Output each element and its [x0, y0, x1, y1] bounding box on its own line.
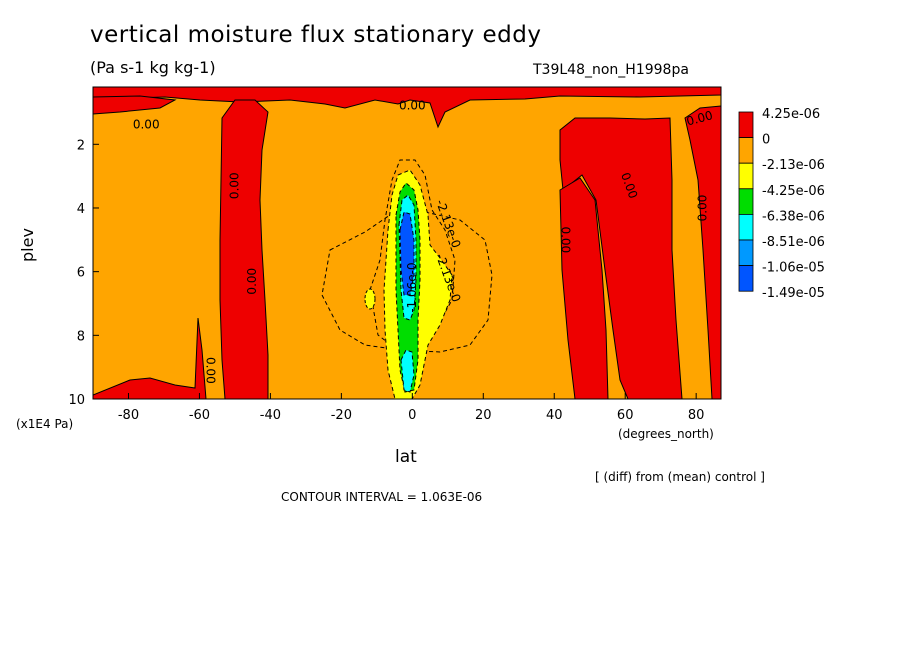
x-axis-ticks: -80 -60 -40 -20 0 20 40 60 80: [118, 393, 705, 423]
x-tick-label: 20: [475, 408, 492, 423]
x-tick-label: -40: [260, 408, 281, 423]
y-tick-label: 8: [77, 329, 85, 344]
contour-label: 0.00: [399, 99, 426, 113]
neg-region-blue: [399, 211, 415, 296]
positive-region-top: [93, 87, 721, 129]
legend-label: -2.13e-06: [762, 158, 825, 173]
legend-label: 4.25e-06: [762, 107, 820, 122]
contour-label: 0.00: [227, 172, 241, 199]
difference-note: [ (diff) from (mean) control ]: [595, 470, 765, 484]
dashed-contour-outer: [321, 211, 493, 353]
x-axis-units: (degrees_north): [618, 427, 714, 441]
legend-swatch: [738, 265, 754, 292]
x-tick-label: 40: [546, 408, 563, 423]
x-tick-label: -80: [118, 408, 139, 423]
contour-label: 0.00: [558, 226, 572, 253]
chart-subtitle: (Pa s-1 kg kg-1): [90, 58, 216, 77]
positive-region-south-spike: [93, 317, 207, 399]
positive-region-south-wall: [219, 99, 269, 399]
legend-label: 0: [762, 133, 770, 148]
neg-region-cyan-low: [400, 349, 415, 393]
legend-swatch: [738, 137, 754, 164]
y-tick-label: 2: [77, 138, 85, 153]
legend-label: -1.06e-05: [762, 261, 825, 276]
y-tick-label: 10: [68, 393, 85, 408]
legend-swatch: [738, 239, 754, 267]
positive-region-top-left-bump: [93, 95, 177, 115]
legend-label: -8.51e-06: [762, 235, 825, 250]
y-tick-label: 4: [77, 202, 85, 217]
color-legend: 4.25e-06 0 -2.13e-06 -4.25e-06 -6.38e-06 -8.5…: [738, 107, 825, 301]
x-axis-label: lat: [395, 447, 417, 467]
positive-region-north-3: [684, 105, 721, 399]
contour-label: 0.00: [133, 118, 160, 132]
contour-interval: CONTOUR INTERVAL = 1.063E-06: [281, 490, 483, 504]
y-axis-units: (x1E4 Pa): [16, 417, 74, 431]
contour-label: -1.06e-0: [405, 262, 419, 312]
chart-title: vertical moisture flux stationary eddy: [90, 22, 542, 48]
legend-swatch: [738, 188, 754, 215]
dashed-contour-small: [364, 288, 376, 310]
legend-label: -4.25e-06: [762, 184, 825, 199]
contour-label: 0.00: [685, 108, 714, 128]
legend-swatch: [738, 111, 754, 139]
contour-label: 0.00: [245, 268, 259, 295]
contour-label: 0.00: [204, 357, 218, 384]
x-tick-label: -60: [189, 408, 210, 423]
positive-region-north-1: [559, 117, 683, 399]
plot-frame: [92, 86, 722, 400]
legend-swatch: [738, 213, 754, 241]
y-axis-ticks: 2 4 6 8 10: [68, 138, 99, 408]
x-tick-label: 0: [408, 408, 416, 423]
legend-label: -6.38e-06: [762, 209, 825, 224]
contour-label: 0.00: [696, 195, 710, 222]
positive-region-north-2: [559, 177, 609, 399]
x-tick-label: 60: [617, 408, 634, 423]
contour-labels: 0.000.000.000.000.000.000.000.000.00-2.1…: [133, 99, 714, 384]
x-tick-label: 80: [688, 408, 705, 423]
y-tick-label: 6: [77, 266, 85, 281]
run-label: T39L48_non_H1998pa: [533, 62, 689, 78]
x-tick-label: -20: [331, 408, 352, 423]
legend-label: -1.49e-05: [762, 286, 825, 301]
plot-area: [93, 87, 721, 399]
legend-swatch: [738, 162, 754, 190]
